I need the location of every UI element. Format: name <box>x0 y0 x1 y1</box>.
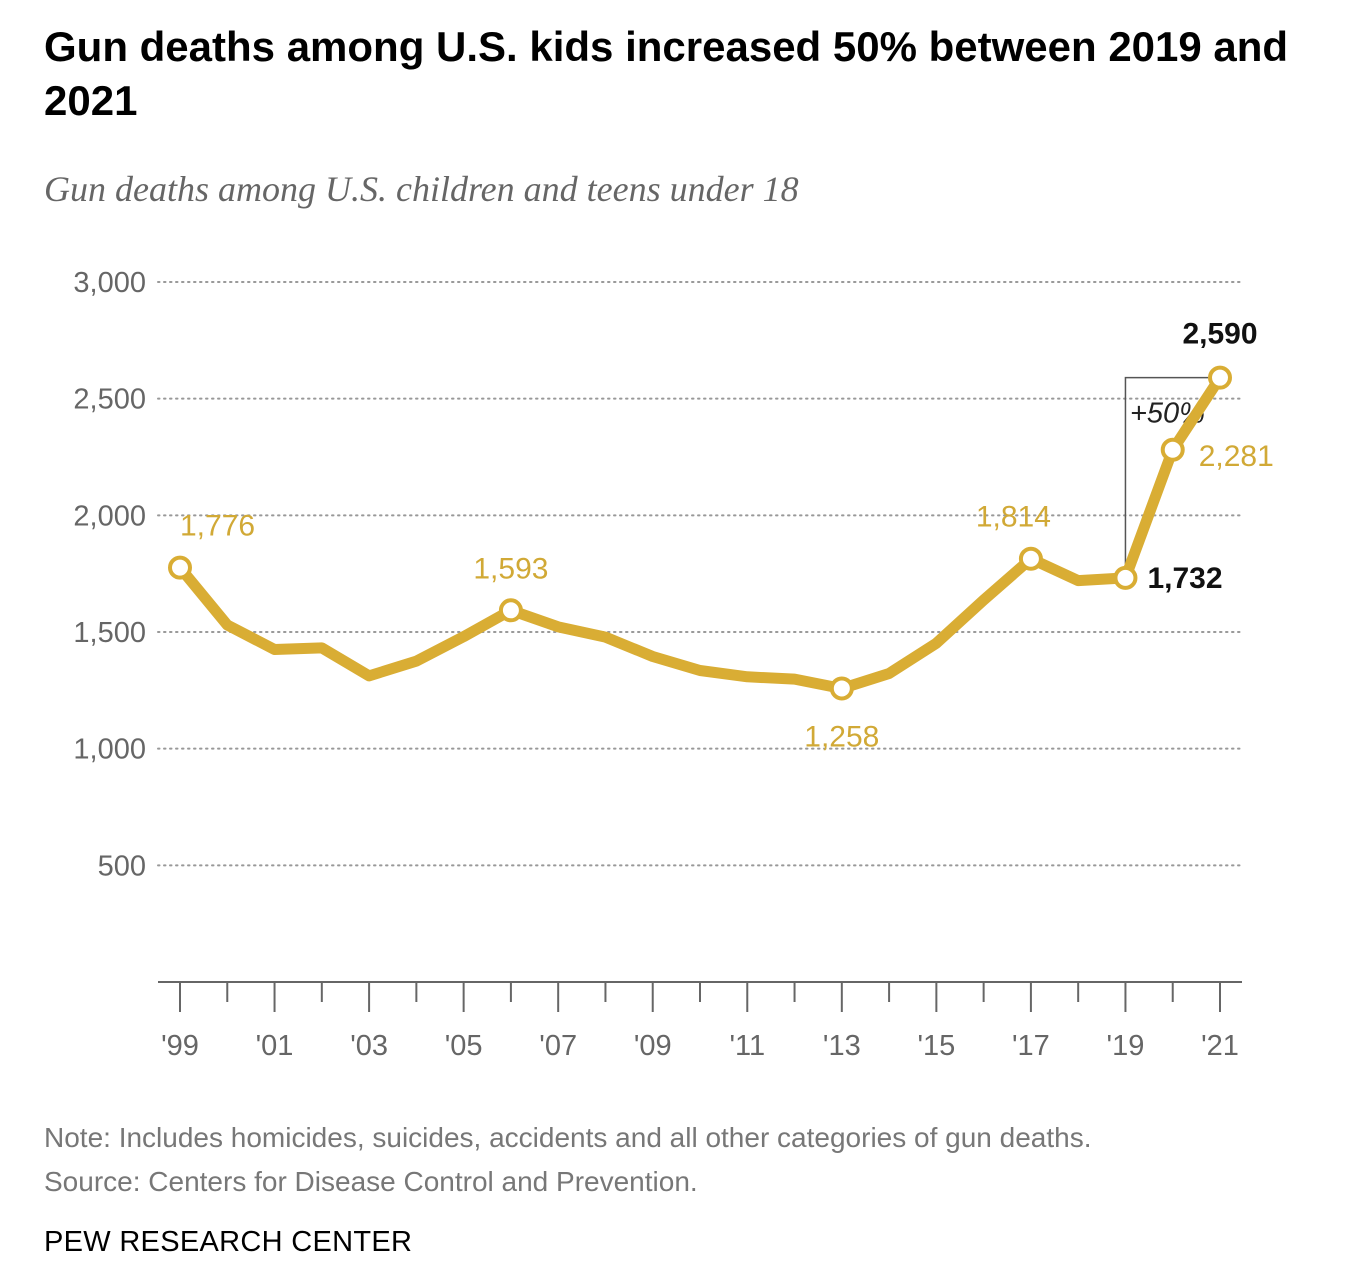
x-tick-label: '03 <box>350 1030 388 1062</box>
grid-lines <box>157 281 1243 867</box>
x-tick-label: '11 <box>729 1030 765 1062</box>
data-marker-2019 <box>1113 565 1138 590</box>
y-tick-label: 2,500 <box>73 384 146 416</box>
brand-logo-text: PEW RESEARCH CENTER <box>44 1226 413 1258</box>
x-tick-label: '19 <box>1107 1030 1145 1062</box>
y-axis: 500 1,000 1,500 2,000 2,500 3,000 <box>73 267 146 882</box>
data-marker-2017 <box>1018 546 1043 571</box>
x-axis: '99 '01 '03 '05 '07 '09 '11 '13 '15 '17 '19 '21 <box>158 981 1242 1062</box>
data-markers <box>168 365 1232 701</box>
data-label-2006: 1,593 <box>473 552 548 585</box>
y-tick-label: 1,500 <box>73 617 146 649</box>
y-tick-label: 1,000 <box>73 734 146 766</box>
data-label-2021: 2,590 <box>1182 318 1257 351</box>
x-tick-label: '09 <box>634 1030 672 1062</box>
x-tick-label: '15 <box>917 1030 955 1062</box>
footnote: Note: Includes homicides, suicides, acci… <box>44 1116 1092 1204</box>
data-marker-1999 <box>168 555 192 580</box>
x-tick-label: '01 <box>256 1030 294 1062</box>
data-labels: 1,776 1,593 1,258 1,814 1,732 2,281 2,590 <box>180 318 1274 754</box>
source-text: Source: Centers for Disease Control and … <box>44 1166 698 1197</box>
data-label-1999: 1,776 <box>180 510 255 543</box>
line-chart: 500 1,000 1,500 2,000 2,500 3,000 '99 '01 '03 '0… <box>73 267 1274 1062</box>
data-label-2017: 1,814 <box>976 501 1051 534</box>
y-tick-label: 2,000 <box>73 500 146 532</box>
change-bracket-line <box>1124 376 1208 564</box>
y-tick-label: 3,000 <box>73 267 146 299</box>
data-marker-2021 <box>1208 365 1232 390</box>
data-label-2019: 1,732 <box>1147 562 1222 595</box>
chart-subtitle: Gun deaths among U.S. children and teens… <box>44 169 799 209</box>
x-tick-label: '21 <box>1201 1030 1239 1062</box>
data-marker-2013 <box>829 676 854 701</box>
data-label-2020: 2,281 <box>1199 440 1274 473</box>
data-marker-2020 <box>1160 437 1185 462</box>
x-tick-label: '99 <box>161 1030 199 1062</box>
y-tick-label: 500 <box>98 850 146 882</box>
data-label-2013: 1,258 <box>804 720 879 753</box>
x-tick-label: '13 <box>823 1030 861 1062</box>
x-tick-label: '17 <box>1012 1030 1050 1062</box>
series-line-gun-deaths <box>174 372 1226 694</box>
x-tick-label: '07 <box>539 1030 577 1062</box>
data-marker-2006 <box>498 598 523 623</box>
x-tick-label: '05 <box>445 1030 483 1062</box>
chart-title: Gun deaths among U.S. kids increased 50%… <box>44 23 1289 124</box>
note-text: Note: Includes homicides, suicides, acci… <box>44 1122 1092 1153</box>
series-line-layer <box>174 372 1226 694</box>
